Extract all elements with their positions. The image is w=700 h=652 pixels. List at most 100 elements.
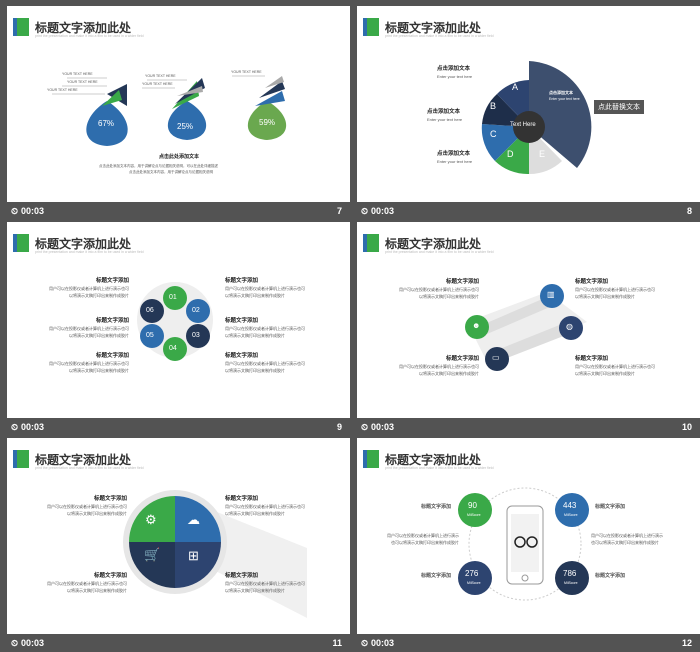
slide-subtitle: print the presentation and make it into … <box>35 250 144 254</box>
gear-icon: ⚙ <box>145 512 157 527</box>
pct-label: 67% <box>98 119 115 128</box>
step-diagram <box>465 284 587 371</box>
timer-icon: ⏲ <box>361 421 369 432</box>
chart-icon: ▥ <box>547 290 555 299</box>
label-tag: YOUR TEXT HERE <box>67 80 98 84</box>
head-icon: ☻ <box>472 321 481 330</box>
slice-letter: E <box>539 149 546 159</box>
pie-label-sub: Enter your text here <box>437 159 473 164</box>
item-body: 用户可以在投影仪或者计算机上进行演示也可以将演示文稿打印出来制作成胶片 <box>47 581 127 593</box>
slice-letter: A <box>512 82 519 92</box>
item-body: 用户可以在投影仪或者计算机上进行演示也可以将演示文稿打印出来制作成胶片 <box>49 326 129 338</box>
hex-cycle <box>137 282 213 361</box>
slide-10-thumb[interactable]: 标题文字添加此处 print the presentation and make… <box>357 222 700 436</box>
timer-icon: ⏲ <box>11 637 19 648</box>
item-heading: 标题文字添加 <box>421 573 452 579</box>
body-line: 点击此处添加文本内容，用于讲解论点与论据相关说明，可以在此处详细描述 <box>99 164 218 168</box>
item-heading: 标题文字添加 <box>95 318 129 324</box>
slide-title: 标题文字添加此处 <box>385 453 482 467</box>
slide-9-thumb[interactable]: 标题文字添加此处 print the presentation and make… <box>7 222 350 436</box>
item-body: 用户可以在投影仪或者计算机上进行演示也可以将演示文稿打印出来制作成胶片 <box>399 364 479 376</box>
item-body: 用户可以在投影仪或者计算机上进行演示也可以将演示文稿打印出来制作成胶片 <box>225 581 305 593</box>
item-heading: 标题文字添加 <box>445 279 479 285</box>
item-heading: 标题文字添加 <box>95 278 129 284</box>
drop-2 <box>167 101 207 140</box>
item-heading: 标题文字添加 <box>445 356 479 362</box>
stat-value: 90 <box>468 501 477 510</box>
drop-1 <box>86 101 128 146</box>
slide-number: 10 <box>681 422 692 432</box>
slide-footer: ⏲ 00:03 10 <box>357 418 700 436</box>
replace-text-chip[interactable]: 点此替换文本 <box>594 100 644 114</box>
stat-value: 786 <box>563 569 577 578</box>
phone-stats <box>458 487 589 601</box>
slide-canvas: 标题文字添加此处 print the presentation and make… <box>7 6 350 202</box>
slide-title: 标题文字添加此处 <box>35 453 132 467</box>
slide-header: 标题文字添加此处 print the presentation and make… <box>357 438 700 478</box>
slide-subtitle: print the presentation and make it into … <box>385 466 494 470</box>
label-tag: YOUR TEXT HERE <box>47 88 78 92</box>
slide-canvas: 标题文字添加此处 print the presentation and make… <box>7 222 350 418</box>
quad-circle <box>123 490 307 618</box>
slide-footer: ⏲ 00:03 7 <box>7 202 350 220</box>
timer-icon: ⏲ <box>11 205 19 216</box>
slide-canvas: 标题文字添加此处 print the presentation and make… <box>357 6 700 202</box>
step-number: 02 <box>192 307 200 314</box>
pie-label-sub: Enter your text here <box>549 97 580 101</box>
pie-label: 点击添加文本 <box>549 90 573 95</box>
slide-8-thumb[interactable]: 标题文字添加此处 print the presentation and make… <box>357 6 700 220</box>
pie-label-sub: Enter your text here <box>427 117 463 122</box>
drop-3 <box>247 101 287 140</box>
item-body: 用户可以在投影仪或者计算机上进行演示也可以将演示文稿打印出来制作成胶片 <box>225 286 305 298</box>
globe-icon: ◍ <box>566 322 573 331</box>
item-body: 用户可以在投影仪或者计算机上进行演示也可以将演示文稿打印出来制作成胶片 <box>49 361 129 373</box>
cart-icon: 🛒 <box>144 547 161 562</box>
item-heading: 标题文字添加 <box>93 573 127 579</box>
item-heading: 标题文字添加 <box>595 573 626 579</box>
slide-number: 12 <box>681 638 692 648</box>
click-heading: 点击此处添加文本 <box>159 154 200 160</box>
step-number: 03 <box>192 332 200 339</box>
slide-7-thumb[interactable]: 标题文字添加此处 print the presentation and make… <box>7 6 350 220</box>
item-heading: 标题文字添加 <box>575 279 609 285</box>
laptop-icon: ▭ <box>492 353 500 362</box>
item-heading: 标题文字添加 <box>95 353 129 359</box>
slide-footer: ⏲ 00:03 8 <box>357 202 700 220</box>
timer-icon: ⏲ <box>361 205 369 216</box>
stat-unit: MilScore <box>564 513 578 517</box>
slide-header: 标题文字添加此处 print the presentation and make… <box>7 438 350 478</box>
slide-number: 9 <box>336 422 342 432</box>
item-body: 用户可以在投影仪或者计算机上进行演示也可以将演示文稿打印出来制作成胶片 <box>591 533 663 545</box>
step-number: 04 <box>169 345 177 352</box>
item-heading: 标题文字添加 <box>225 318 259 324</box>
item-body: 用户可以在投影仪或者计算机上进行演示也可以将演示文稿打印出来制作成胶片 <box>225 504 305 516</box>
slide-header: 标题文字添加此处 print the presentation and make… <box>7 222 350 262</box>
item-body: 用户可以在投影仪或者计算机上进行演示也可以将演示文稿打印出来制作成胶片 <box>225 361 305 373</box>
item-body: 用户可以在投影仪或者计算机上进行演示也可以将演示文稿打印出来制作成胶片 <box>399 287 479 299</box>
slide-11-thumb[interactable]: 标题文字添加此处 print the presentation and make… <box>7 438 350 652</box>
slide-subtitle: print the presentation and make it into … <box>385 250 494 254</box>
stat-value: 276 <box>465 569 479 578</box>
pie-label: 点击添加文本 <box>427 109 461 115</box>
stat-unit: MilScore <box>467 581 481 585</box>
step-number: 06 <box>146 307 154 314</box>
slide-subtitle: print the presentation and make it into … <box>385 34 494 38</box>
slide-12-thumb[interactable]: 标题文字添加此处 print the presentation and make… <box>357 438 700 652</box>
drop-chart <box>52 75 287 146</box>
timer-value: 00:03 <box>21 206 45 216</box>
label-tag: YOUR TEXT HERE <box>62 72 93 76</box>
pie-center-label: Text Here <box>510 122 536 128</box>
pie-chart <box>481 61 592 175</box>
item-heading: 标题文字添加 <box>421 504 452 510</box>
slide-number: 7 <box>336 206 342 216</box>
pct-label: 25% <box>177 122 194 131</box>
timer-value: 00:03 <box>21 638 45 648</box>
item-body: 用户可以在投影仪或者计算机上进行演示也可以将演示文稿打印出来制作成胶片 <box>387 533 459 545</box>
step-number: 01 <box>169 294 177 301</box>
item-heading: 标题文字添加 <box>595 504 626 510</box>
slice-letter: C <box>490 129 497 139</box>
timer-value: 00:03 <box>21 422 45 432</box>
slide-subtitle: print the presentation and make it into … <box>35 34 144 38</box>
slide-title: 标题文字添加此处 <box>385 237 482 251</box>
sitemap-icon: ⊞ <box>188 548 199 563</box>
